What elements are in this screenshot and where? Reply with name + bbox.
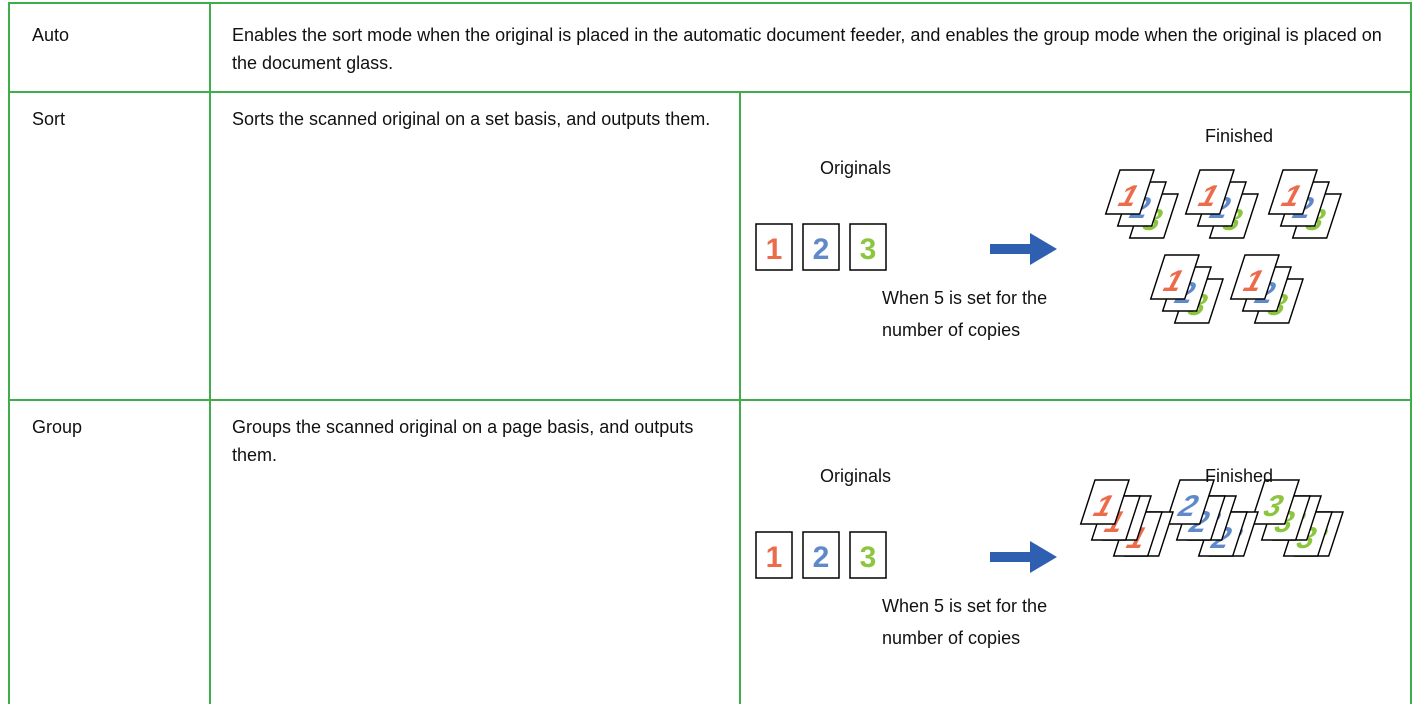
sheet: 1 — [1267, 169, 1318, 215]
mode: Group — [32, 417, 83, 437]
border — [8, 399, 1412, 401]
sheet: 1 — [1184, 169, 1235, 215]
sheet: 1 — [1079, 479, 1130, 525]
note: When 5 is set for the number of copies — [882, 288, 1048, 340]
border — [8, 2, 1412, 4]
original-number: 2 — [813, 233, 830, 266]
description: Sorts the scanned original on a set basi… — [232, 109, 711, 129]
arrow-head — [1030, 233, 1057, 265]
sheet-outline — [1184, 169, 1235, 215]
original-number: 1 — [766, 541, 783, 574]
original-page — [849, 531, 887, 579]
original-page — [755, 531, 793, 579]
original-number: 1 — [766, 233, 783, 266]
sheet-outline — [1079, 479, 1130, 525]
original-number: 3 — [860, 233, 877, 266]
original-page — [755, 223, 793, 271]
sheet-outline — [1149, 254, 1200, 300]
description: Groups the scanned original on a page ba… — [232, 417, 694, 465]
description: Enables the sort mode when the original … — [232, 25, 1382, 73]
sheet: 2 — [1164, 479, 1215, 525]
border — [209, 2, 211, 704]
original-number: 3 — [860, 541, 877, 574]
original-number: 2 — [813, 541, 830, 574]
mode: Auto — [32, 25, 70, 45]
sheet-outline — [1249, 479, 1300, 525]
finished-label: Finished — [1205, 126, 1274, 146]
border — [739, 92, 741, 704]
arrow-shaft — [990, 552, 1032, 562]
originals-label: Originals — [820, 158, 892, 178]
arrow-shaft — [990, 244, 1032, 254]
sheet: 1 — [1149, 254, 1200, 300]
sheet-outline — [1164, 479, 1215, 525]
sheet: 3 — [1249, 479, 1300, 525]
sheet: 1 — [1104, 169, 1155, 215]
originals-label: Originals — [820, 466, 892, 486]
mode: Sort — [32, 109, 66, 129]
original-page — [802, 531, 840, 579]
border — [1410, 2, 1412, 704]
sheet: 1 — [1229, 254, 1280, 300]
sheet-outline — [1229, 254, 1280, 300]
arrow-head — [1030, 541, 1057, 573]
sheet-outline — [1104, 169, 1155, 215]
original-page — [849, 223, 887, 271]
border — [8, 91, 1412, 93]
border — [8, 2, 10, 704]
original-page — [802, 223, 840, 271]
sheet-outline — [1267, 169, 1318, 215]
note: When 5 is set for the number of copies — [882, 596, 1048, 648]
finished-label: Finished — [1205, 466, 1274, 486]
